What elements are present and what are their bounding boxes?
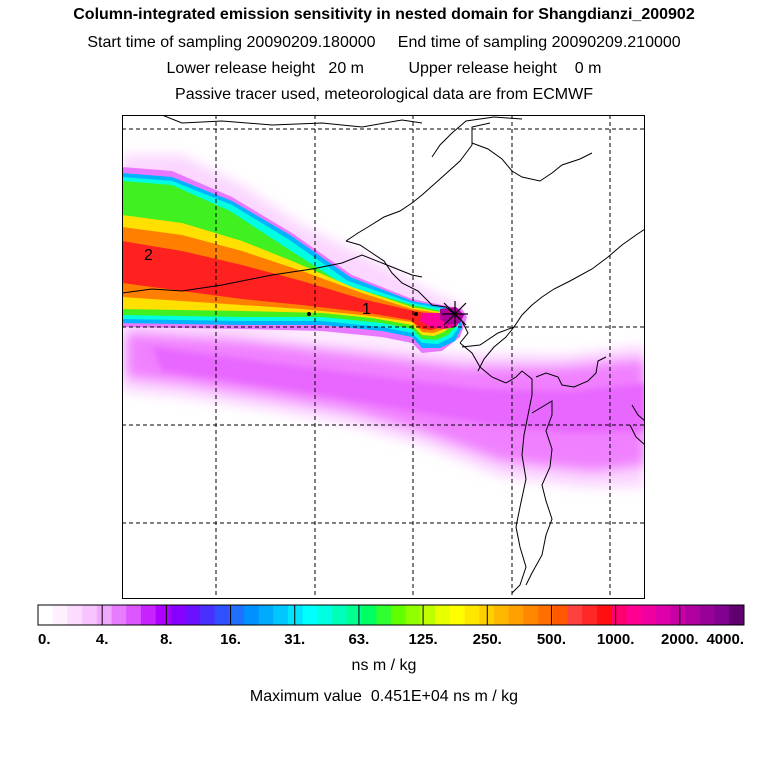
trajectory-label-1: 1 (362, 301, 371, 318)
colorbar-tick-label: 8. (160, 631, 173, 648)
colorbar-cell (641, 605, 657, 625)
colorbar-cell (332, 605, 348, 625)
colorbar-tick-label: 31. (284, 631, 305, 648)
colorbar-tick-label: 2000. (661, 631, 699, 648)
colorbar-cell (714, 605, 730, 625)
colorbar-cell (611, 605, 627, 625)
colorbar-tick-label: 250. (473, 631, 502, 648)
colorbar: 0. 4. 8. 16. 31. 63. 125. 250. 500. 1000. 2000. 400… (37, 604, 745, 648)
graticule (122, 115, 645, 599)
colorbar-tick-label: 0. (38, 631, 51, 648)
colorbar-cell (493, 605, 510, 625)
plume-lower-core (152, 347, 645, 433)
max-units: ns m / kg (453, 688, 519, 705)
colorbar-tick-label: 4000. (706, 631, 744, 648)
maximum-value: Maximum value 0.451E+04 ns m / kg (0, 688, 768, 706)
colorbar-cell (229, 605, 245, 625)
colorbar-cell (508, 605, 524, 625)
trajectory-point-2 (414, 312, 418, 316)
colorbar-cell (67, 605, 83, 625)
sampling-times: Start time of sampling 20090209.180000 E… (0, 34, 768, 52)
colorbar-cell (52, 605, 68, 625)
trajectory-label-2: 2 (144, 247, 153, 264)
max-number: 0.451E+04 (370, 688, 449, 705)
colorbar-cell (111, 605, 127, 625)
colorbar-cell (170, 605, 186, 625)
colorbar-units: ns m / kg (351, 657, 417, 674)
colorbar-cell (567, 605, 583, 625)
release-site-marker (442, 301, 468, 327)
colorbar-cell (317, 605, 333, 625)
colorbar-cell (140, 605, 157, 625)
colorbar-cell (243, 605, 260, 625)
colorbar-cell (361, 605, 377, 625)
start-value: 20090209.180000 (246, 34, 376, 51)
colorbar-cell (96, 605, 112, 625)
colorbar-tick-label: 125. (408, 631, 437, 648)
colorbar-cell (199, 605, 215, 625)
coastlines (122, 115, 645, 594)
colorbar-cell (346, 605, 362, 625)
colorbar-cells (37, 604, 745, 626)
colorbar-tick-label: 63. (348, 631, 369, 648)
colorbar-tick-labels: 0. 4. 8. 16. 31. 63. 125. 250. 500. 1000. 2000. 400… (38, 631, 744, 648)
colorbar-cell (435, 605, 451, 625)
colorbar-tick-label: 500. (537, 631, 566, 648)
colorbar-cell (302, 605, 318, 625)
colorbar-cell (538, 605, 554, 625)
colorbar-cell (391, 605, 407, 625)
plot-title: Column-integrated emission sensitivity i… (73, 6, 695, 23)
release-heights: Lower release height 20 m Upper release … (0, 60, 768, 78)
end-value: 20090209.210000 (551, 34, 681, 51)
colorbar-tick-label: 16. (220, 631, 241, 648)
colorbar-cell (626, 605, 642, 625)
max-label: Maximum value (249, 688, 362, 705)
colorbar-frame (37, 604, 745, 626)
colorbar-cell (464, 605, 480, 625)
colorbar-cell (155, 605, 171, 625)
colorbar-cell (288, 605, 304, 625)
colorbar-cell (405, 605, 421, 625)
start-label: Start time of sampling (87, 34, 243, 51)
colorbar-cell (685, 605, 701, 625)
colorbar-cell (258, 605, 274, 625)
colorbar-cell (38, 605, 54, 625)
colorbar-tick-label: 1000. (597, 631, 635, 648)
end-label: End time of sampling (397, 34, 548, 51)
colorbar-cell (699, 605, 715, 625)
colorbar-cell (273, 605, 289, 625)
colorbar-cell (376, 605, 392, 625)
colorbar-cell (523, 605, 539, 625)
plume-band-red (122, 241, 446, 330)
colorbar-cell (729, 605, 745, 625)
map-frame (122, 115, 645, 599)
lower-label: Lower release height (166, 60, 316, 77)
colorbar-cell (552, 605, 568, 625)
tracer-note: Passive tracer used, meteorological data… (175, 86, 593, 103)
lower-value: 20 m (328, 60, 364, 77)
trajectory-point-1 (307, 312, 311, 316)
sensitivity-map: 2 1 (122, 115, 645, 599)
colorbar-cell (655, 605, 671, 625)
colorbar-cell (185, 605, 201, 625)
colorbar-cell (670, 605, 686, 625)
colorbar-cell (420, 605, 436, 625)
colorbar-cell (596, 605, 613, 625)
upper-value: 0 m (574, 60, 602, 77)
colorbar-cell (126, 605, 142, 625)
upper-label: Upper release height (408, 60, 557, 77)
colorbar-cell (214, 605, 230, 625)
colorbar-cell (82, 605, 98, 625)
colorbar-cell (449, 605, 465, 625)
colorbar-cell (582, 605, 598, 625)
colorbar-tick-label: 4. (96, 631, 109, 648)
